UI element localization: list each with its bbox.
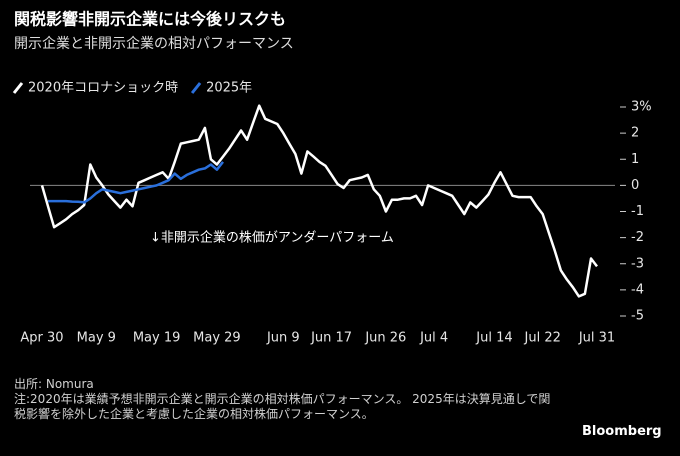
- x-tick-label: May 29: [193, 331, 241, 346]
- legend-label: 2025年: [206, 81, 252, 96]
- y-tick-label: -2: [631, 230, 644, 245]
- y-tick-label: 2: [631, 126, 639, 141]
- chart-subtitle: 開示企業と非開示企業の相対パフォーマンス: [14, 35, 294, 52]
- y-tick-label: 1: [631, 152, 639, 167]
- x-tick-label: May 19: [133, 331, 181, 346]
- x-tick-label: May 9: [77, 331, 116, 346]
- x-tick-label: Jun 9: [266, 331, 300, 346]
- series-line: [40, 104, 598, 298]
- x-tick-label: Apr 30: [20, 331, 63, 346]
- legend-label: 2020年コロナショック時: [28, 81, 178, 96]
- x-tick-label: Jul 22: [524, 331, 561, 346]
- y-tick-label: -5: [631, 309, 644, 324]
- brand: Bloomberg: [582, 424, 662, 439]
- chart-title: 関税影響非開示企業には今後リスクも: [14, 10, 286, 29]
- y-tick-label: 0: [631, 178, 639, 193]
- x-tick-label: Jun 26: [364, 331, 406, 346]
- source: 出所: Nomura: [14, 377, 94, 391]
- y-tick-label: 3%: [631, 100, 652, 115]
- annotation: ↓非開示企業の株価がアンダーパフォーム: [150, 230, 394, 246]
- x-tick-label: Jul 31: [578, 331, 615, 346]
- x-tick-label: Jul 14: [475, 331, 512, 346]
- legend-swatch: [12, 82, 24, 94]
- x-tick-label: Jul 4: [419, 331, 448, 346]
- x-tick-label: Jun 17: [310, 331, 352, 346]
- note: 注:2020年は業績予想非開示企業と開示企業の相対株価パフォーマンス。 2025…: [14, 392, 551, 421]
- y-tick-label: -4: [631, 282, 644, 297]
- series-line: [48, 161, 224, 204]
- legend-swatch: [190, 82, 202, 94]
- y-tick-label: -3: [631, 256, 644, 271]
- y-tick-label: -1: [631, 204, 644, 219]
